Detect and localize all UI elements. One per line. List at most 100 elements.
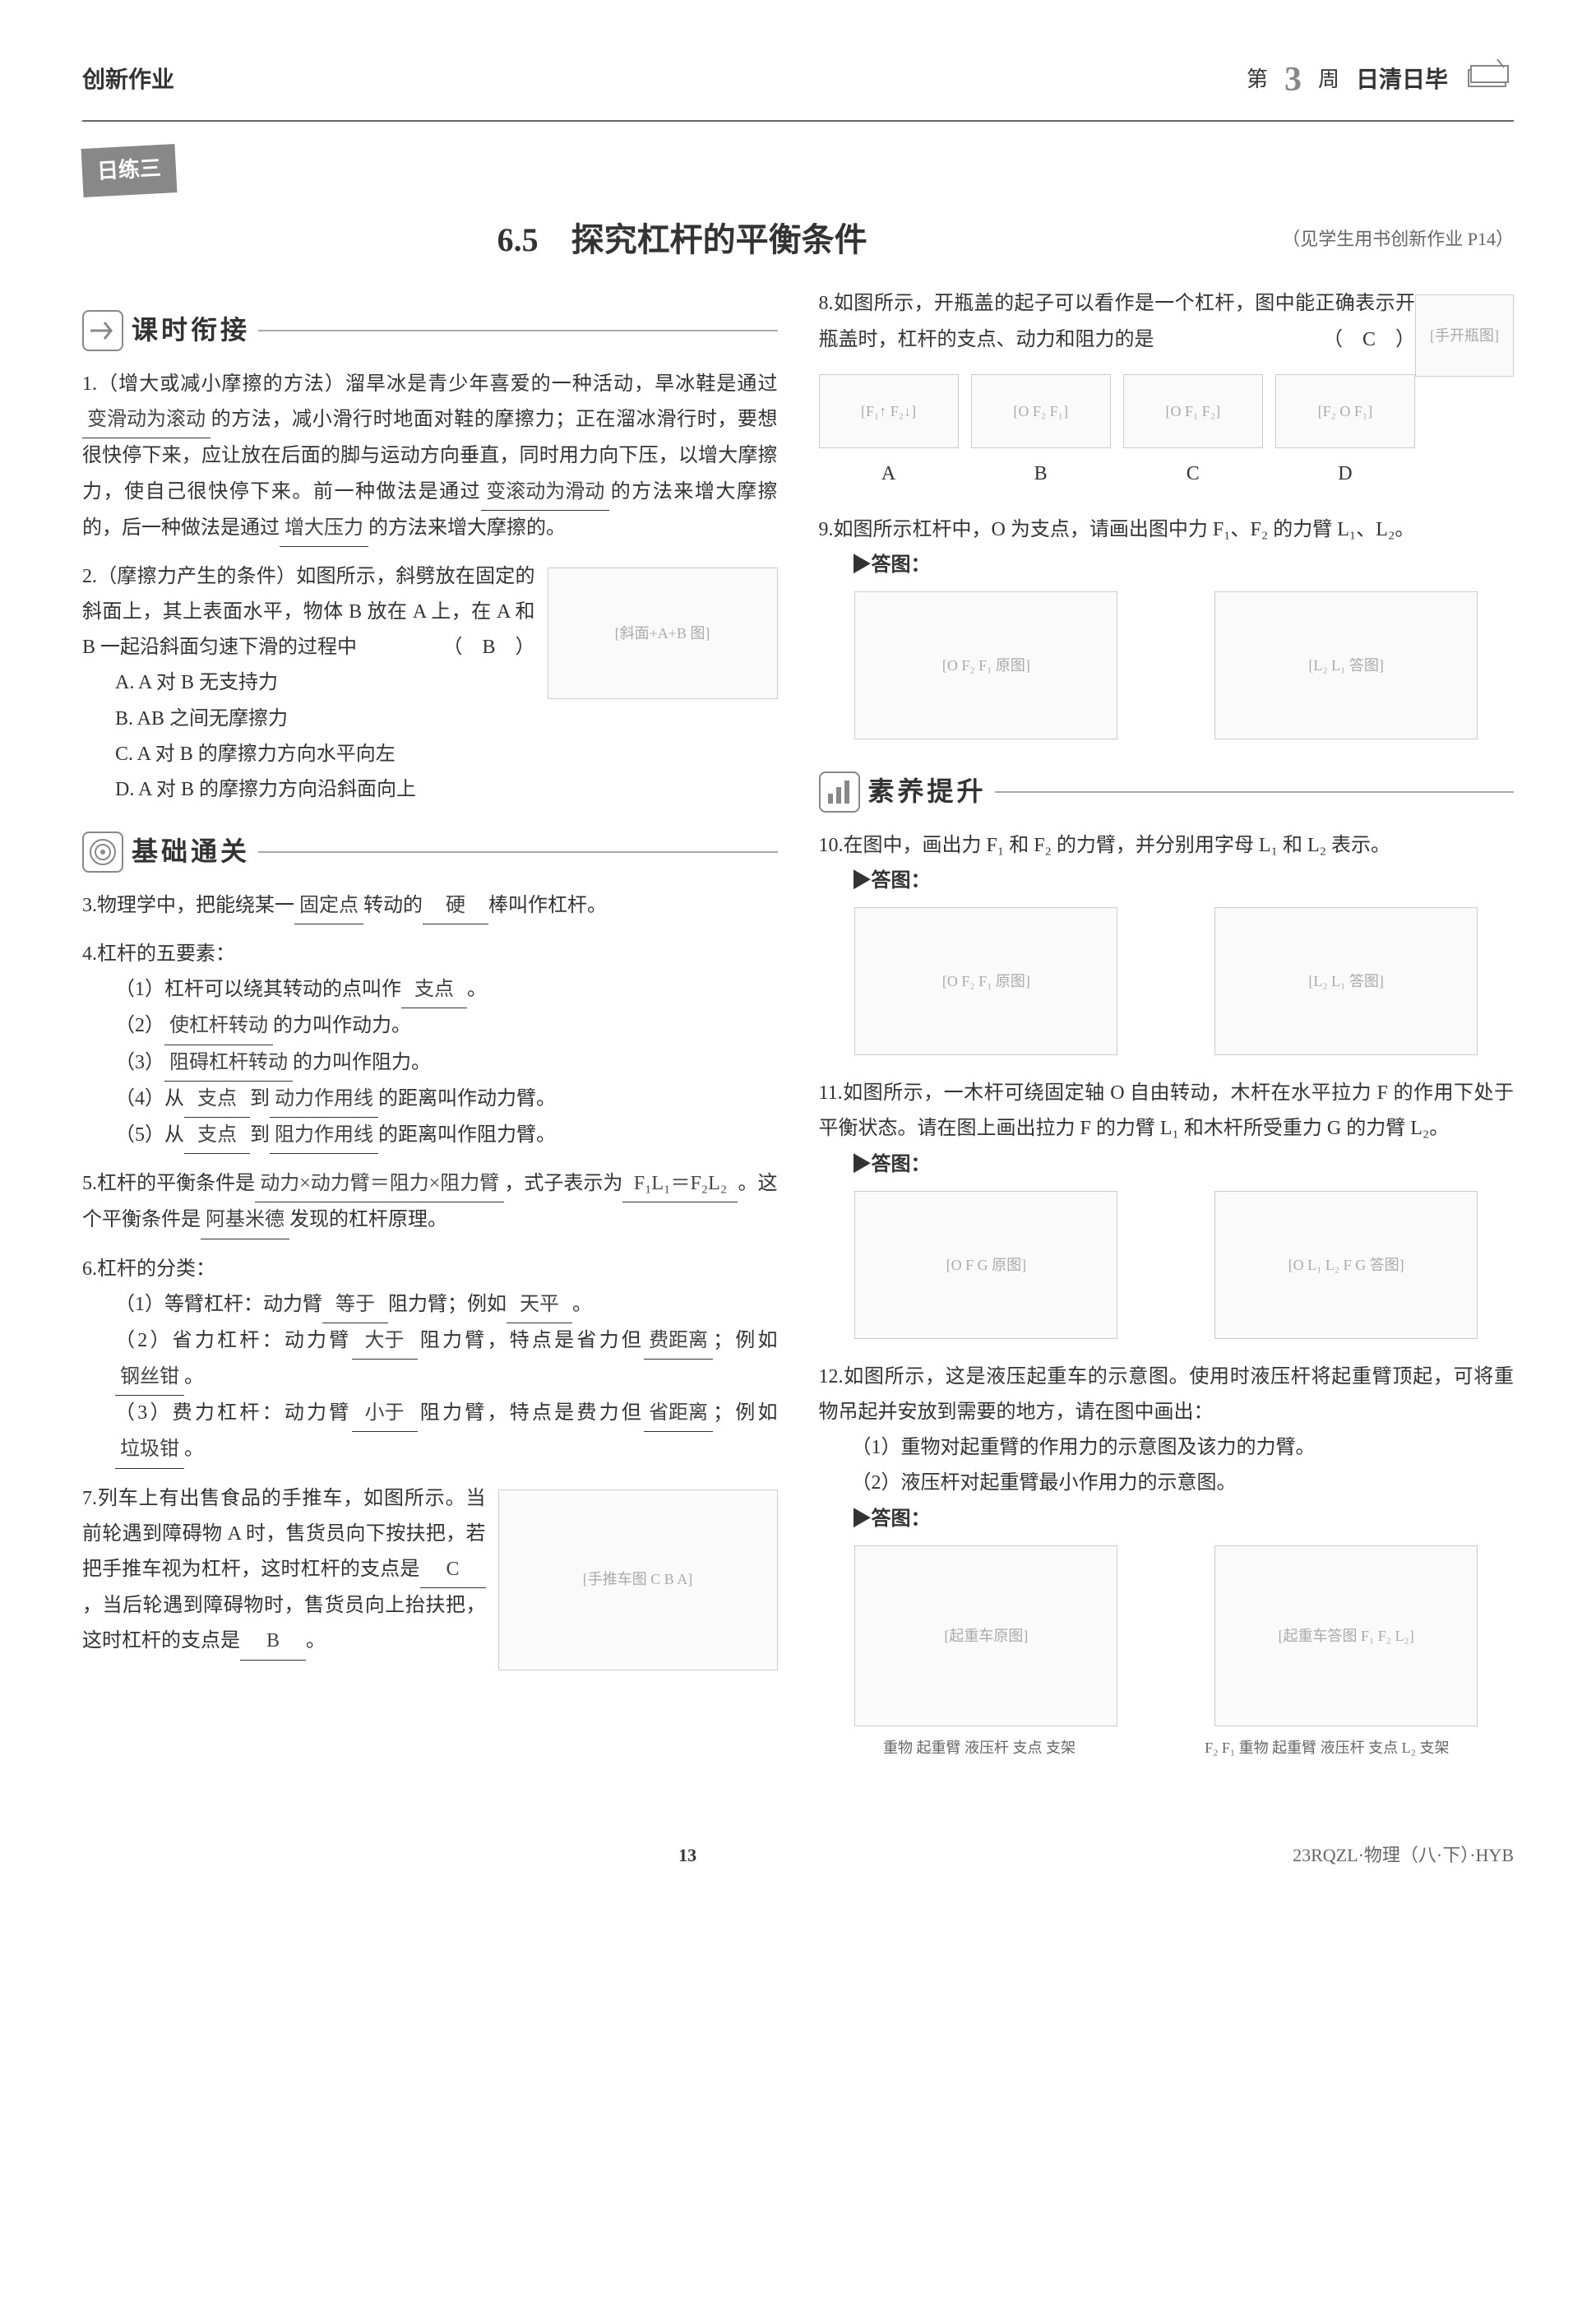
q8-num: 8. [819,293,834,314]
q5-b2: F₁L₁＝F₂L₂ [622,1166,738,1202]
q4s5-mid: 到 [250,1124,270,1146]
q12-fig-q: [起重车原图] [854,1545,1117,1726]
arrow-icon [82,310,123,351]
q6s3-mid: 阻力臂，特点是费力但 [418,1402,645,1424]
q5-end: 发现的杠杆原理。 [289,1209,447,1230]
q4s3-end: 的力叫作阻力。 [293,1052,431,1073]
question-9: 9.如图所示杠杆中，O 为支点，请画出图中力 F₁、F₂ 的力臂 L₁、L₂。 … [819,512,1515,748]
q3-pre: 物理学中，把能绕某一 [97,895,294,916]
q11-figures: [O F G 原图] [O L₁ L₂ F G 答图] [819,1183,1515,1347]
q12-figures: [起重车原图] [起重车答图 F₁ F₂ L₂] [819,1537,1515,1735]
q10-fig-a: [L₂ L₁ 答图] [1214,907,1478,1055]
q4s1-b: 支点 [401,972,467,1008]
q6s3-b1: 小于 [352,1396,418,1432]
section-suyang-title: 素养提升 [868,768,987,816]
question-2: [斜面+A+B 图] 2.（摩擦力产生的条件）如图所示，斜劈放在固定的斜面上，其… [82,559,778,808]
header-right: 第 3 周 日清日毕 [1247,49,1514,112]
q4-s5: （5）从支点到阻力作用线的距离叫作阻力臂。 [82,1118,778,1154]
q8-optC-label: C [1187,463,1200,484]
q6s3-b2: 省距离 [644,1396,713,1432]
q6s3-b3: 垃圾钳 [115,1432,184,1468]
week-number: 3 [1284,49,1302,112]
question-11: 11.如图所示，一木杆可绕固定轴 O 自由转动，木杆在水平拉力 F 的作用下处于… [819,1076,1515,1347]
q6s1-end: 。 [572,1294,592,1315]
q10-text: 在图中，画出力 F₁ 和 F₂ 的力臂，并分别用字母 L₁ 和 L₂ 表示。 [844,835,1390,856]
q4-s3: （3）阻碍杠杆转动的力叫作阻力。 [82,1045,778,1082]
page-header: 创新作业 第 3 周 日清日毕 [82,49,1514,122]
q4s4-pre: （4）从 [115,1088,184,1110]
q3-num: 3. [82,895,97,916]
q11-num: 11. [819,1082,843,1104]
q6s1-b2: 天平 [507,1287,572,1323]
section-jichu: 基础通关 [82,828,778,876]
question-5: 5.杠杆的平衡条件是动力×动力臂＝阻力×阻力臂，式子表示为F₁L₁＝F₂L₂。这… [82,1166,778,1239]
q4s1-pre: （1）杠杆可以绕其转动的点叫作 [115,979,401,1000]
q4s4-end: 的距离叫作动力臂。 [378,1088,556,1110]
q8-optB-label: B [1034,463,1048,484]
q4s5-pre: （5）从 [115,1124,184,1146]
q12-figq-labels: 重物 起重臂 液压杆 支点 支架 [883,1735,1076,1761]
section-jichu-title: 基础通关 [132,828,250,876]
q2-answer: （ B ） [442,630,534,665]
question-6: 6.杠杆的分类： （1）等臂杠杆：动力臂等于阻力臂；例如天平。 （2）省力杠杆：… [82,1252,778,1469]
q12-fig-a: [起重车答图 F₁ F₂ L₂] [1214,1545,1478,1726]
day-tag: 日练三 [81,144,178,197]
q4s4-mid: 到 [250,1088,270,1110]
question-12: 12.如图所示，这是液压起重车的示意图。使用时液压杆将起重臂顶起，可将重物吊起并… [819,1360,1515,1761]
q8-figD: [F₂ O F₁] [1275,374,1415,448]
q9-fig-q: [O F₂ F₁ 原图] [854,591,1117,739]
q6s1-mid: 阻力臂；例如 [388,1294,507,1315]
q7-b1: C [420,1552,486,1588]
q12-figa-labels: F₂ F₁ 重物 起重臂 液压杆 支点 L₂ 支架 [1205,1735,1449,1761]
q4-num: 4. [82,943,97,965]
q6s3-mid2: ；例如 [713,1402,777,1424]
q12-text: 如图所示，这是液压起重车的示意图。使用时液压杆将起重臂顶起，可将重物吊起并安放到… [819,1366,1515,1423]
q4s2-b: 使杠杆转动 [164,1008,273,1045]
q8-answer: （ C ） [1323,322,1415,358]
q9-text: 如图所示杠杆中，O 为支点，请画出图中力 F₁、F₂ 的力臂 L₁、L₂。 [834,519,1415,540]
q6s2-mid2: ；例如 [713,1330,777,1351]
q8-optC: [O F₁ F₂]C [1123,366,1263,492]
question-3: 3.物理学中，把能绕某一固定点转动的硬棒叫作杠杆。 [82,888,778,924]
q6-num: 6. [82,1258,97,1280]
section-suyang: 素养提升 [819,768,1515,816]
content-columns: 课时衔接 1.（增大或减小摩擦的方法）溜旱冰是青少年喜爱的一种活动，旱冰鞋是通过… [82,286,1514,1773]
q10-answer-label: ▶答图： [852,864,1515,899]
q8-hand-icon: [手开瓶图] [1415,294,1514,377]
page-footer: 13 23RQZL·物理（八·下）·HYB [82,1823,1514,1872]
q1-blank1: 变滑动为滚动 [82,402,210,438]
q1-pre: （增大或减小摩擦的方法）溜旱冰是青少年喜爱的一种活动，旱冰鞋是通过 [97,373,778,395]
header-left-title: 创新作业 [82,60,174,101]
q6s3-pre: （3）费力杠杆：动力臂 [115,1402,352,1424]
q6s2-b2: 费距离 [644,1323,713,1360]
q6s2-b3: 钢丝钳 [115,1360,184,1396]
week-post: 周 [1318,61,1339,100]
q8-figA: [F₁↑ F₂↓] [819,374,959,448]
question-7: [手推车图 C B A] 7.列车上有出售食品的手推车，如图所示。当前轮遇到障碍… [82,1481,778,1679]
question-4: 4.杠杆的五要素： （1）杠杆可以绕其转动的点叫作支点。 （2）使杠杆转动的力叫… [82,937,778,1154]
q8-optD: [F₂ O F₁] D [1275,366,1415,492]
q4s2-pre: （2） [115,1015,164,1036]
q1-blank2: 变滚动为滑动 [481,475,609,511]
q10-fig-q: [O F₂ F₁ 原图] [854,907,1117,1055]
q9-fig-a: [L₂ L₁ 答图] [1214,591,1478,739]
q12-num: 12. [819,1366,844,1388]
q4s1-end: 。 [467,979,487,1000]
section-underline-3 [995,791,1514,793]
q3-mid: 转动的 [363,895,423,916]
section-underline [258,330,777,331]
q8-optB: [O F₂ F₁]B [971,366,1111,492]
q11-fig-a: [O L₁ L₂ F G 答图] [1214,1191,1478,1339]
q3-end: 棒叫作杠杆。 [488,895,607,916]
target-icon [82,832,123,873]
q6s3-end: 。 [184,1438,204,1460]
q6-title: 杠杆的分类： [97,1258,215,1280]
q3-b1: 固定点 [294,888,363,924]
q8-optD-label: D [1338,463,1352,484]
q4s4-b2: 动力作用线 [270,1082,378,1118]
q6s2-pre: （2）省力杠杆：动力臂 [115,1330,352,1351]
q10-figures: [O F₂ F₁ 原图] [L₂ L₁ 答图] [819,899,1515,1063]
q11-fig-q: [O F G 原图] [854,1191,1117,1339]
title-row: 6.5 探究杠杆的平衡条件 （见学生用书创新作业 P14） [82,211,1514,270]
q4-s1: （1）杠杆可以绕其转动的点叫作支点。 [82,972,778,1008]
